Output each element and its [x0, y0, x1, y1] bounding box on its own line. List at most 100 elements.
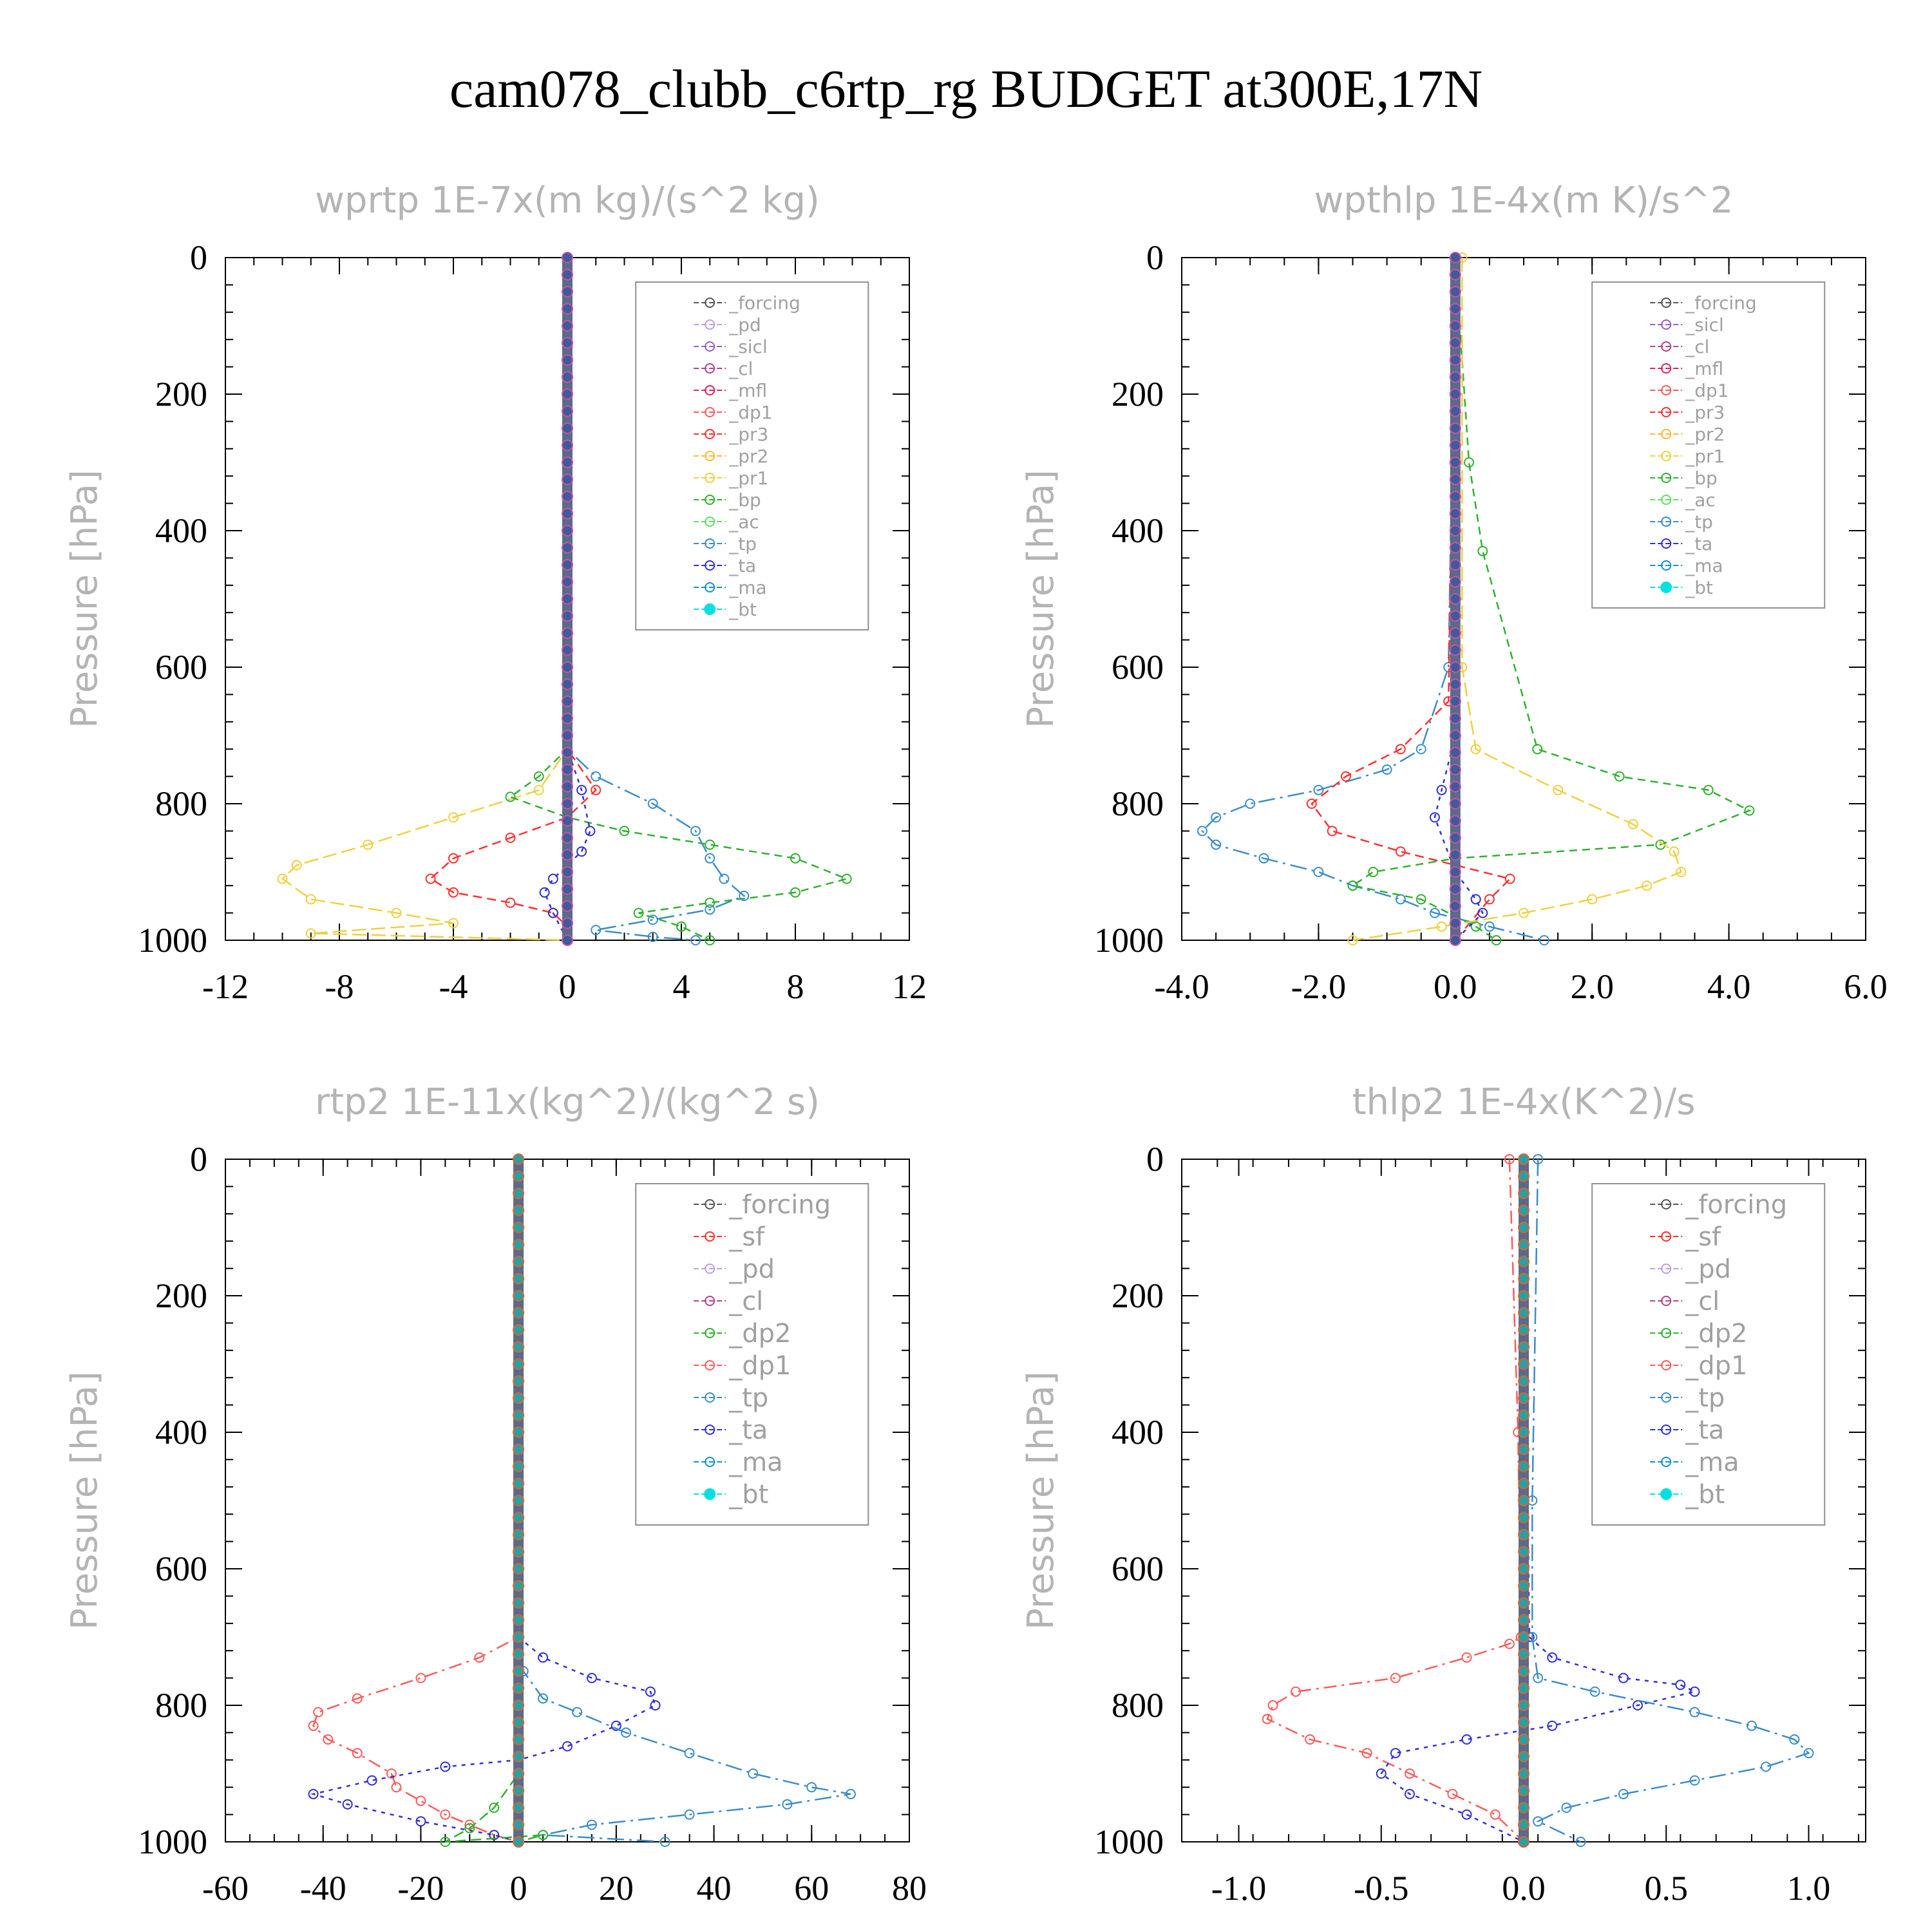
panel-title: wprtp 1E-7x(m kg)/(s^2 kg): [315, 180, 820, 222]
bt-marker: [513, 1631, 525, 1643]
bt-marker: [1449, 388, 1461, 400]
legend-entry: _cl: [728, 358, 753, 379]
bt-marker: [1449, 507, 1461, 520]
legend-marker: [1660, 1488, 1672, 1500]
x-tick-label: 40: [697, 1869, 732, 1908]
y-tick-label: 0: [1146, 238, 1164, 277]
data-point: [440, 1761, 451, 1772]
legend-entry: _forcing: [1685, 1190, 1787, 1220]
legend-entry: _cl: [1685, 1287, 1719, 1316]
legend-marker: [704, 1488, 716, 1500]
legend-entry: _dp1: [728, 1351, 791, 1381]
data-point: [464, 1823, 475, 1833]
legend-marker: [1661, 1328, 1672, 1338]
bt-marker: [562, 303, 573, 315]
bt-marker: [1449, 269, 1461, 281]
bt-marker: [1449, 286, 1461, 298]
bt-marker: [1449, 883, 1461, 895]
data-point: [1761, 1761, 1772, 1772]
data-point: [505, 897, 516, 908]
data-point: [415, 1672, 426, 1683]
data-point: [806, 1782, 817, 1793]
legend-entry: _pr3: [728, 424, 768, 445]
bt-marker: [1518, 1734, 1530, 1745]
series-line-tp: [1201, 257, 1545, 942]
bt-marker: [513, 1170, 525, 1182]
data-point: [845, 1788, 856, 1799]
data-point: [1504, 873, 1515, 884]
bt-marker: [562, 696, 573, 707]
data-point: [415, 1795, 426, 1806]
bt-marker: [562, 457, 573, 468]
bt-marker: [1518, 1529, 1530, 1540]
legend-entry: _ma: [1685, 1448, 1739, 1477]
y-tick-label: 400: [155, 1413, 207, 1452]
data-point: [448, 887, 459, 898]
y-axis-label: Pressure [hPa]: [64, 469, 106, 728]
legend-marker: [705, 1392, 715, 1403]
data-point: [647, 914, 658, 925]
data-point: [1470, 921, 1481, 932]
bt-marker: [1518, 1614, 1530, 1626]
legend-entry: _bp: [1685, 468, 1718, 489]
data-point: [1477, 907, 1488, 918]
data-point: [305, 894, 316, 905]
data-point: [1532, 744, 1543, 755]
legend-marker: [705, 582, 715, 592]
legend-entry: _bt: [728, 1480, 768, 1510]
data-point: [719, 873, 730, 884]
data-point: [440, 1809, 451, 1820]
bt-marker: [562, 405, 573, 417]
legend-entry: _dp1: [1685, 380, 1728, 401]
bt-marker: [1518, 1461, 1530, 1472]
y-tick-label: 0: [1146, 1140, 1164, 1179]
data-point: [1395, 744, 1406, 755]
data-point: [705, 839, 715, 850]
data-point: [676, 921, 687, 932]
bt-marker: [562, 934, 573, 946]
data-point: [748, 1768, 759, 1779]
bt-marker: [562, 712, 573, 724]
bt-marker: [513, 1426, 525, 1438]
legend-box: [635, 281, 869, 630]
bt-marker: [562, 746, 573, 759]
data-point: [790, 887, 800, 898]
y-tick-label: 200: [155, 375, 207, 413]
bt-marker: [562, 354, 573, 366]
legend-entry: _dp1: [1685, 1351, 1747, 1381]
bt-marker: [513, 1597, 525, 1609]
x-tick-label: 0: [510, 1869, 527, 1908]
bt-marker: [562, 371, 573, 383]
data-point: [586, 1819, 597, 1830]
data-point: [440, 1837, 451, 1847]
bt-marker: [562, 320, 573, 332]
bt-marker: [562, 252, 573, 263]
data-point: [1689, 1686, 1700, 1697]
legend-entry: _ta: [728, 555, 756, 576]
data-point: [647, 931, 658, 942]
bt-marker: [513, 1461, 525, 1472]
bt-marker: [513, 1734, 525, 1745]
bt-marker: [513, 1341, 525, 1353]
legend-marker: [1661, 363, 1672, 374]
bt-marker: [513, 1580, 525, 1592]
bt-marker: [562, 781, 573, 793]
legend-entry: _forcing: [1685, 292, 1757, 314]
x-tick-label: 0.5: [1645, 1869, 1689, 1908]
data-point: [505, 833, 516, 843]
data-point: [1561, 1803, 1572, 1813]
bt-marker: [562, 559, 573, 571]
data-point: [1313, 867, 1324, 877]
data-point: [1618, 1788, 1629, 1799]
legend-marker: [705, 363, 715, 374]
bt-marker: [1518, 1290, 1530, 1302]
legend-marker: [705, 1328, 715, 1338]
bt-marker: [1449, 252, 1461, 263]
legend-marker: [705, 429, 715, 439]
legend-marker: [705, 451, 715, 461]
data-point: [1447, 1788, 1458, 1799]
bt-marker: [562, 337, 573, 349]
data-point: [1642, 880, 1653, 891]
legend-entry: _ac: [1685, 489, 1716, 511]
data-point: [1347, 880, 1358, 891]
